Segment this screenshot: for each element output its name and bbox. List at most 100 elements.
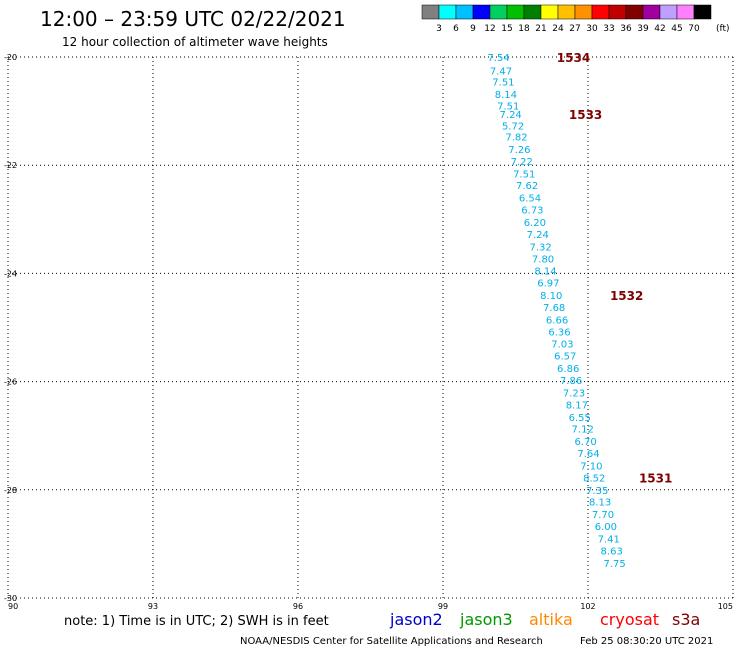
wave-height-point: 7.41 [598,534,620,545]
wave-height-point: 6.36 [548,327,570,338]
colorbar-label: 21 [535,24,546,34]
colorbar-label: 12 [484,24,495,34]
footer-note: note: 1) Time is in UTC; 2) SWH is in fe… [64,614,329,629]
wave-height-point: 7.62 [516,181,538,192]
track-label: 1531 [639,471,672,485]
wave-height-point: 7.23 [563,388,585,399]
colorbar-label: 30 [586,24,598,34]
colorbar-swatch [421,4,440,20]
x-axis-ticks: 90 93 96 99 102 105 [8,602,733,611]
y-tick-label: -22 [4,161,17,170]
wave-height-point: 8.14 [534,267,556,278]
colorbar-swatch [472,4,491,20]
colorbar-swatch [523,4,542,20]
wave-height-point: 7.10 [580,461,602,472]
track-labels: 1534 1533 1532 1531 [557,51,673,485]
colorbar-label: 24 [552,24,564,34]
wave-height-point: 7.47 [490,67,512,78]
gridlines [7,56,734,599]
wave-height-point: 7.75 [603,559,625,570]
wave-height-point: 6.20 [524,218,546,229]
wave-height-point: 7.12 [572,425,594,436]
wave-height-point: 7.26 [508,145,530,156]
colorbar-label: 9 [470,24,476,34]
colorbar-swatch [540,4,559,20]
colorbar-label: 33 [603,24,614,34]
x-tick-label: 90 [8,602,18,611]
wave-height-point: 7.51 [492,77,514,88]
legend-jason2: jason2 [389,610,443,629]
x-tick-label: 99 [438,602,448,611]
y-tick-label: -28 [4,486,17,495]
colorbar-swatch [489,4,508,20]
wave-height-point: 6.97 [537,279,559,290]
wave-height-point: 8.63 [601,546,623,557]
colorbar-label: 42 [654,24,665,34]
wave-height-point: 7.54 [487,53,509,64]
legend-jason3: jason3 [459,610,513,629]
x-tick-label: 96 [293,602,303,611]
colorbar-label: 39 [637,24,649,34]
colorbar-swatch [506,4,525,20]
colorbar-label: 36 [620,24,632,34]
wave-height-point: 5.72 [502,122,524,133]
wave-height-point: 6.86 [557,364,579,375]
track-label: 1533 [569,108,602,122]
y-tick-label: -20 [4,53,17,62]
wave-height-point: 7.51 [497,102,519,113]
colorbar-label: 3 [436,24,442,34]
wave-height-point: 8.13 [589,498,611,509]
x-tick-label: 93 [148,602,158,611]
colorbar-label: 15 [501,24,512,34]
legend-s3a: s3a [672,610,700,629]
colorbar-label: 27 [569,24,580,34]
y-tick-label: -26 [4,378,17,387]
track-label: 1532 [610,289,643,303]
wave-height-point: 8.17 [566,400,588,411]
colorbar-label: 45 [671,24,682,34]
footer-credit: NOAA/NESDIS Center for Satellite Applica… [240,636,543,647]
colorbar-label: 6 [453,24,459,34]
colorbar-swatch [438,4,457,20]
colorbar-swatch [642,4,661,20]
chart-title: 12:00 – 23:59 UTC 02/22/2021 [40,7,346,31]
y-tick-label: -24 [4,269,17,278]
wave-height-point: 6.70 [574,437,596,448]
wave-height-point: 6.57 [554,352,576,363]
x-tick-label: 102 [580,602,595,611]
y-tick-label: -30 [4,594,17,603]
wave-height-point: 6.66 [546,315,568,326]
wave-height-point: 7.82 [505,133,527,144]
wave-height-point: 7.22 [511,157,533,168]
wave-height-point: 7.70 [592,510,614,521]
wave-height-point: 6.55 [569,413,591,424]
colorbar-swatch [625,4,644,20]
colorbar-label: 18 [518,24,530,34]
y-axis-ticks: -20 -22 -24 -26 -28 -30 [4,53,17,603]
legend-altika: altika [529,610,573,629]
wave-height-point: 7.24 [500,110,522,121]
x-tick-label: 105 [718,602,733,611]
track-label: 1534 [557,51,590,65]
colorbar-swatch [693,4,712,20]
colorbar-swatch [608,4,627,20]
colorbar-swatch [676,4,695,20]
wave-height-point: 7.35 [586,486,608,497]
colorbar-legend: 3 6 9 12 15 18 21 24 27 30 33 36 39 42 45 70 (ft) [421,4,730,34]
colorbar-swatch [574,4,593,20]
wave-height-point: 6.73 [521,206,543,217]
wave-height-point: 8.10 [540,291,562,302]
wave-height-point: 6.00 [595,522,617,533]
wave-height-point: 7.03 [551,340,573,351]
wave-height-point: 8.52 [583,473,605,484]
plot-area: -20 -22 -24 -26 -28 -30 90 93 96 99 102 105 7.54 7.… [4,51,734,611]
wave-height-point: 7.32 [530,242,552,253]
colorbar-swatch [455,4,474,20]
wave-height-point: 7.51 [513,169,535,180]
colorbar-swatch [591,4,610,20]
colorbar-label: 70 [688,24,700,34]
colorbar-unit: (ft) [716,24,730,34]
footer-timestamp: Feb 25 08:30:20 UTC 2021 [580,636,713,647]
wave-height-point: 8.14 [495,90,517,101]
